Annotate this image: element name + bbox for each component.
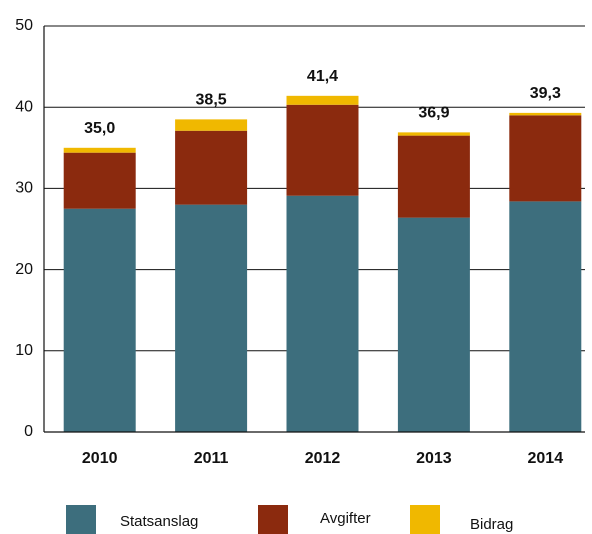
bar-segment: [63, 147, 136, 153]
legend-swatch: [258, 505, 288, 534]
bar-segment: [175, 204, 248, 432]
total-label: 41,4: [307, 68, 338, 85]
bar-segment: [397, 135, 470, 218]
total-label: 38,5: [196, 92, 227, 109]
bar-segment: [175, 130, 248, 205]
bar-segment: [286, 104, 359, 196]
bar-segment: [63, 152, 136, 209]
y-tick-label: 30: [15, 180, 33, 197]
total-label: 35,0: [84, 120, 115, 137]
bar-segment: [509, 112, 582, 116]
legend-label: Statsanslag: [120, 513, 198, 530]
legend-label: Bidrag: [470, 516, 513, 533]
total-label: 36,9: [418, 105, 449, 122]
total-label: 39,3: [530, 85, 561, 102]
bar-segment: [509, 201, 582, 432]
x-tick-label: 2014: [528, 450, 564, 467]
bar-segment: [286, 195, 359, 432]
y-tick-label: 10: [15, 342, 33, 359]
bar-segment: [286, 95, 359, 105]
bar-segment: [397, 132, 470, 136]
legend-label: Avgifter: [320, 510, 371, 527]
y-tick-label: 50: [15, 17, 33, 34]
legend-swatch: [410, 505, 440, 534]
x-tick-label: 2012: [305, 450, 341, 467]
x-tick-label: 2013: [416, 450, 452, 467]
bar-segment: [397, 217, 470, 432]
legend-swatch: [66, 505, 96, 534]
y-tick-label: 20: [15, 261, 33, 278]
x-tick-label: 2011: [194, 450, 229, 467]
bar-segment: [63, 208, 136, 432]
x-tick-label: 2010: [82, 450, 118, 467]
bar-segment: [175, 119, 248, 131]
bar-segment: [509, 115, 582, 202]
y-tick-label: 40: [15, 98, 33, 115]
y-tick-label: 0: [24, 423, 33, 440]
